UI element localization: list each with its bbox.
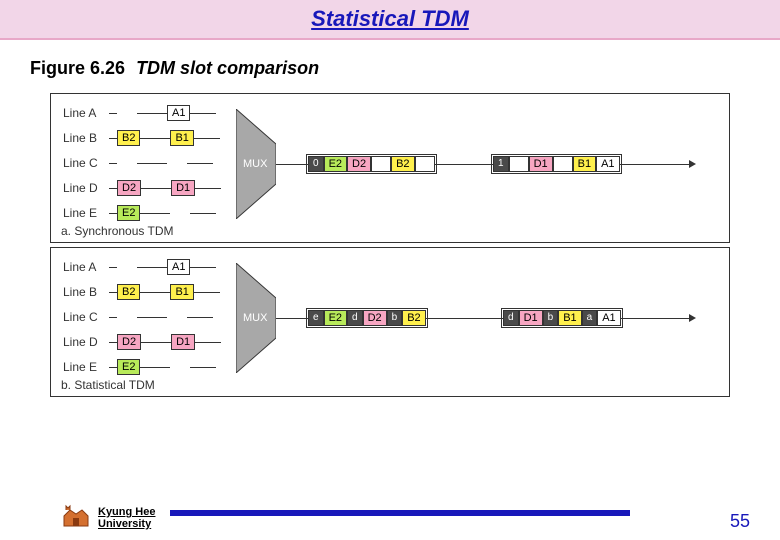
figure-caption: Figure 6.26 TDM slot comparison: [30, 58, 780, 79]
frame-slot: B2: [391, 156, 414, 172]
output-frame: eE2dD2bB2: [306, 308, 428, 328]
input-slot: E2: [117, 359, 140, 375]
line-label: Line B: [63, 285, 109, 299]
frame-slot: B2: [402, 310, 425, 326]
output-frame: dD1bB1aA1: [501, 308, 623, 328]
input-slot: D1: [171, 180, 195, 196]
line-label: Line A: [63, 106, 109, 120]
slide-title: Statistical TDM: [311, 6, 469, 32]
frame-slot: D2: [347, 156, 371, 172]
sync-caption: a. Synchronous TDM: [61, 224, 174, 238]
statistical-tdm-diagram: Line A A1Line BB2B1Line C Line DD2D1Line…: [50, 247, 730, 397]
input-slot: D2: [117, 180, 141, 196]
input-line-row: Line E E2: [63, 204, 717, 222]
title-bar: Statistical TDM: [0, 0, 780, 40]
input-line-row: Line B B2 B1: [63, 129, 717, 147]
frame-slot: A1: [596, 156, 619, 172]
frame-slot: e: [308, 310, 324, 326]
frame-border: 0E2D2 B2: [306, 154, 437, 174]
input-line-row: Line D D2 D1: [63, 333, 717, 351]
frame-slot: B1: [558, 310, 581, 326]
line-label: Line E: [63, 360, 109, 374]
frame-slot: B1: [573, 156, 596, 172]
line-label: Line E: [63, 206, 109, 220]
arrow-icon: [689, 314, 696, 322]
frame-slot: d: [347, 310, 363, 326]
frame-slot: a: [582, 310, 598, 326]
frame-slot: b: [387, 310, 403, 326]
line-label: Line C: [63, 156, 109, 170]
frame-slot: [553, 156, 573, 172]
input-slot: A1: [167, 105, 190, 121]
stat-caption: b. Statistical TDM: [61, 378, 155, 392]
input-line-row: Line D D2 D1: [63, 179, 717, 197]
mux-label: MUX: [243, 158, 267, 170]
line-label: Line B: [63, 131, 109, 145]
input-slot: E2: [117, 205, 140, 221]
university-line1: Kyung Hee: [98, 506, 155, 518]
output-frame: 0E2D2 B2: [306, 154, 437, 174]
input-slot: D2: [117, 334, 141, 350]
frame-slot: d: [503, 310, 519, 326]
line-label: Line C: [63, 310, 109, 324]
input-slot: B2: [117, 130, 140, 146]
input-line-row: Line A A1: [63, 104, 717, 122]
input-slot: B2: [117, 284, 140, 300]
figure-title: TDM slot comparison: [136, 58, 319, 78]
university-name: Kyung Hee University: [98, 506, 155, 530]
frame-slot: A1: [597, 310, 620, 326]
frame-border: 1 D1 B1A1: [491, 154, 622, 174]
input-slot: B1: [170, 284, 193, 300]
input-line-row: Line B B2 B1: [63, 283, 717, 301]
frame-slot: E2: [324, 156, 347, 172]
frame-slot: b: [543, 310, 559, 326]
arrow-icon: [689, 160, 696, 168]
frame-border: eE2dD2bB2: [306, 308, 428, 328]
line-label: Line D: [63, 335, 109, 349]
university-line2: University: [98, 518, 155, 530]
synchronous-tdm-diagram: Line A A1Line BB2B1Line C Line DD2D1Line…: [50, 93, 730, 243]
input-line-row: Line E E2: [63, 358, 717, 376]
frame-slot: [509, 156, 529, 172]
footer: Kyung Hee University 55: [0, 510, 780, 540]
mux-label: MUX: [243, 312, 267, 324]
frame-slot: D1: [519, 310, 543, 326]
frame-border: dD1bB1aA1: [501, 308, 623, 328]
university-crest-icon: [60, 504, 92, 532]
line-label: Line A: [63, 260, 109, 274]
input-slot: D1: [171, 334, 195, 350]
frame-slot: E2: [324, 310, 347, 326]
frame-slot: 1: [493, 156, 509, 172]
line-label: Line D: [63, 181, 109, 195]
frame-slot: [415, 156, 435, 172]
input-slot: A1: [167, 259, 190, 275]
frame-slot: 0: [308, 156, 324, 172]
frame-slot: [371, 156, 391, 172]
input-line-row: Line A A1: [63, 258, 717, 276]
university-block: Kyung Hee University: [60, 504, 155, 532]
diagram-area: Line A A1Line BB2B1Line C Line DD2D1Line…: [50, 93, 730, 397]
footer-divider: [170, 510, 630, 516]
page-number: 55: [730, 511, 750, 532]
frame-slot: D1: [529, 156, 553, 172]
output-frame: 1 D1 B1A1: [491, 154, 622, 174]
figure-number: Figure 6.26: [30, 58, 125, 78]
input-slot: B1: [170, 130, 193, 146]
frame-slot: D2: [363, 310, 387, 326]
